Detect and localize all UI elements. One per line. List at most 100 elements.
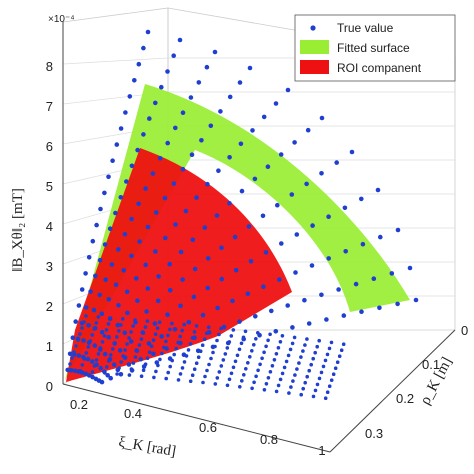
true-value-point [239,341,244,346]
z-axis-label: ‖B_Xθ‖₂ [mT] [10,188,26,272]
true-value-point [306,321,312,326]
true-value-point [162,195,168,201]
true-value-point [333,366,338,371]
true-value-point [262,350,266,355]
true-value-point [188,379,193,384]
y-tick-label: 0 [461,323,468,338]
true-value-point [359,196,364,202]
true-value-point [118,372,124,377]
true-value-point [122,330,128,336]
true-value-point [170,358,174,363]
true-value-point [216,168,221,173]
true-value-points [65,29,419,401]
true-value-point [180,166,186,172]
true-value-point [310,223,315,228]
true-value-point [135,298,140,304]
true-value-point [262,388,267,392]
true-value-point [121,354,125,358]
true-value-point [250,128,255,133]
true-value-point [218,109,223,114]
true-value-point [305,127,311,133]
true-value-point [90,333,95,337]
legend-label-fitted-surface: Fitted surface [337,41,410,55]
true-value-point [188,95,194,100]
true-value-point [291,379,295,383]
true-value-point [171,53,176,58]
true-value-point [123,110,128,115]
true-value-point [304,181,309,187]
true-value-point [147,116,152,121]
true-value-point [205,181,210,187]
true-value-point [109,353,113,357]
true-value-point [285,87,291,93]
true-value-point [273,101,279,106]
true-value-point [292,335,297,340]
true-value-point [219,276,225,282]
true-value-point [341,342,346,347]
true-value-point [108,316,113,320]
true-value-point [205,368,209,373]
x-axis-line [62,383,331,453]
true-value-point [115,372,119,376]
true-value-point [191,294,197,300]
true-value-point [94,222,99,228]
x-tick-label: 0.8 [260,432,278,447]
true-value-point [198,349,203,354]
true-value-point [215,305,220,311]
z-tick-label: 1 [46,339,53,354]
true-value-point [252,176,258,182]
true-value-point [149,344,154,349]
true-value-point [240,379,244,383]
true-value-point [199,138,204,143]
legend-marker-roi [300,60,329,74]
true-value-point [260,356,264,361]
true-value-point [145,319,150,323]
true-value-point [313,388,318,393]
true-value-point [78,332,82,336]
true-value-point [162,345,166,350]
true-value-point [165,69,170,74]
true-value-point [159,84,164,90]
true-value-point [106,174,111,180]
true-value-point [155,326,160,331]
true-value-point [204,331,209,336]
true-value-point [190,237,196,243]
z-tick-label: 3 [46,259,53,274]
true-value-point [389,271,395,276]
true-value-point [299,355,303,359]
true-value-point [125,342,129,346]
true-value-point [92,327,97,331]
true-value-point [105,365,109,369]
true-value-point [113,210,118,216]
true-value-point [111,362,117,368]
z-tick-label: 8 [46,59,53,74]
true-value-point [154,210,159,215]
true-value-point [241,335,246,340]
true-value-point [219,245,224,250]
y-axis-line [329,329,456,453]
true-value-point [254,337,258,341]
true-value-point [176,378,181,382]
true-value-point [180,328,184,333]
true-value-point [110,158,115,163]
true-value-point [157,320,162,325]
true-value-point [282,365,287,370]
true-value-point [242,373,246,377]
true-value-point [289,385,293,389]
true-value-point [264,382,269,386]
true-value-point [214,213,220,218]
grid-line [62,57,169,65]
true-value-point [134,276,139,281]
true-value-point [237,347,242,352]
true-value-point [292,140,297,145]
true-value-point [106,297,112,302]
true-value-point [192,367,197,372]
true-value-point [129,367,134,371]
true-value-point [378,234,383,240]
true-value-point [145,224,151,230]
y-tick-label: 0.3 [365,426,383,441]
true-value-point [309,263,315,268]
true-value-point [395,301,400,307]
z-tick-label: 5 [46,179,53,194]
true-value-point [184,354,189,358]
